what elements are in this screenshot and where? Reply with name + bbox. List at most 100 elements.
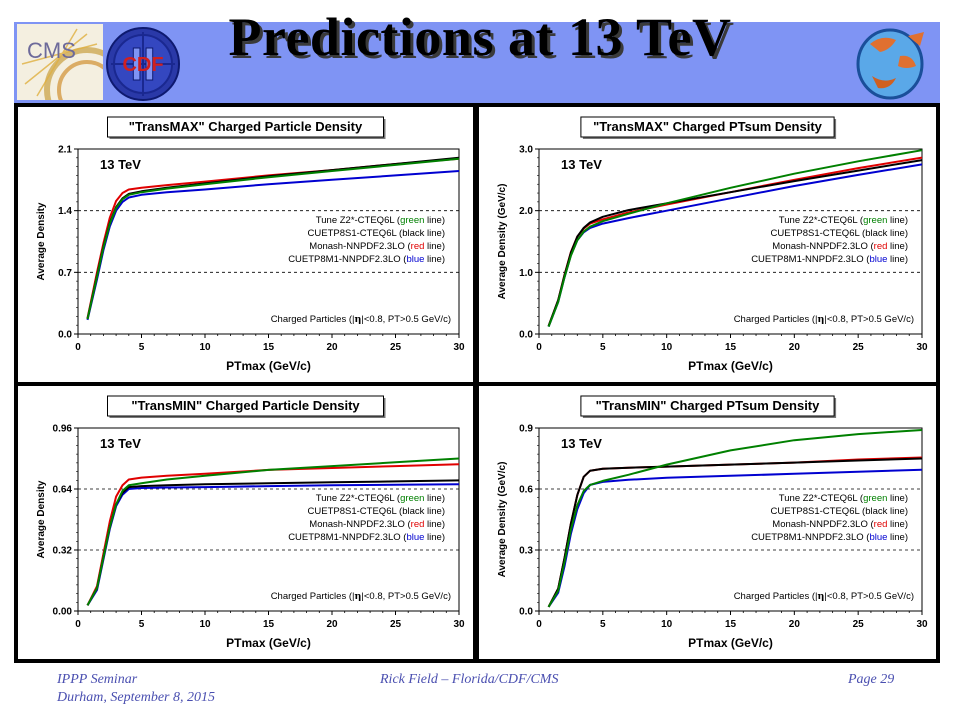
chart3-title: "TransMIN" Charged PTsum Density — [596, 398, 821, 413]
chart0-xtick-label: 15 — [263, 342, 275, 353]
chart3-legend-entry: Monash-NNPDF2.3LO (red line) — [772, 519, 908, 530]
chart-panel-transmin-density: "TransMIN" Charged Particle Density 0 5 10 1… — [18, 386, 473, 659]
chart3-cuts-note: Charged Particles (|η|<0.8, PT>0.5 GeV/c… — [734, 591, 914, 602]
chart3-xtick-label: 25 — [853, 619, 865, 630]
chart1-legend-entry: Tune Z2*-CTEQ6L (green line) — [779, 215, 908, 226]
chart-transmin-ptsum: "TransMIN" Charged PTsum Density 0 5 10 15 20… — [497, 395, 928, 650]
chart1-cuts-pre: Charged Particles (| — [734, 314, 818, 325]
chart3-cuts-eta: η — [817, 591, 824, 602]
chart0-legend-prefix: CUETP8S1-CTEQ6L ( — [308, 228, 404, 239]
chart3-legend-entry: CUETP8M1-NNPDF2.3LO (blue line) — [751, 532, 908, 543]
chart0-legend-entry: CUETP8S1-CTEQ6L (black line) — [308, 228, 445, 239]
chart0-ylabel: Average Density — [36, 202, 47, 280]
chart2-xtick-label: 30 — [453, 619, 465, 630]
chart1-legend-suffix: line) — [887, 254, 908, 265]
chart1-legend-prefix: CUETP8M1-NNPDF2.3LO ( — [751, 254, 870, 265]
chart2-xtick-label: 0 — [75, 619, 81, 630]
chart1-xtick-label: 0 — [536, 342, 542, 353]
chart3-xtick-label: 20 — [789, 619, 801, 630]
chart0-legend-prefix: Tune Z2*-CTEQ6L ( — [316, 215, 401, 226]
chart0-legend-entry: Tune Z2*-CTEQ6L (green line) — [316, 215, 445, 226]
chart2-series-tune-z2-cteq6l — [86, 457, 460, 606]
chart0-xtick-label: 10 — [199, 342, 211, 353]
chart-grid: "TransMAX" Charged Particle Density 0 5 10 1… — [14, 103, 940, 663]
chart1-ytick-label: 3.0 — [519, 145, 533, 156]
cms-logo-text: CMS — [27, 38, 76, 63]
chart2-title-frame — [107, 395, 384, 417]
chart3-xtick-label: 0 — [536, 619, 542, 630]
chart0-legend-color-word: red — [411, 241, 425, 252]
chart3-title-box: "TransMIN" Charged PTsum Density — [580, 395, 837, 418]
chart2-legend-suffix: line) — [424, 506, 445, 517]
chart2-xtick-label: 20 — [326, 619, 338, 630]
chart3-ytick-label: 0.3 — [519, 546, 533, 557]
cdf-numeral: II — [130, 38, 156, 90]
chart2-legend-prefix: CUETP8S1-CTEQ6L ( — [308, 506, 404, 517]
chart2-legend-color-word: black — [402, 506, 424, 517]
florida-logo — [856, 28, 924, 100]
chart2-legend-prefix: Monash-NNPDF2.3LO ( — [309, 519, 411, 530]
chart0-xtick-label: 0 — [75, 342, 81, 353]
chart3-legend-entry: CUETP8S1-CTEQ6L (black line) — [771, 506, 908, 517]
chart-transmin-density: "TransMIN" Charged Particle Density 0 5 10 1… — [36, 395, 465, 650]
chart3-legend-prefix: Monash-NNPDF2.3LO ( — [772, 519, 874, 530]
chart1-xlabel: PTmax (GeV/c) — [688, 359, 773, 373]
chart1-xtick-label: 5 — [600, 342, 606, 353]
chart2-title: "TransMIN" Charged Particle Density — [131, 398, 360, 413]
chart0-xtick-label: 5 — [139, 342, 145, 353]
chart2-xtick-label: 10 — [199, 619, 211, 630]
footer-seminar: IPPP Seminar — [57, 672, 138, 687]
chart3-legend-entry: Tune Z2*-CTEQ6L (green line) — [779, 493, 908, 504]
chart2-ytick-label: 0.32 — [53, 546, 73, 557]
cdf-logo: II CDF — [106, 27, 180, 101]
chart1-ytick-label: 2.0 — [519, 206, 533, 217]
chart0-cuts-pre: Charged Particles (| — [271, 314, 355, 325]
chart3-xtick-label: 30 — [916, 619, 928, 630]
chart0-legend-suffix: line) — [424, 228, 445, 239]
chart1-ylabel: Average Density (GeV/c) — [497, 184, 508, 300]
chart1-series-tune-z2-cteq6l — [547, 149, 923, 327]
chart0-ytick-label: 0.0 — [58, 330, 72, 341]
chart2-xtick-label: 5 — [139, 619, 145, 630]
chart2-cuts-pre: Charged Particles (| — [271, 591, 355, 602]
chart1-legend-color-word: black — [865, 228, 887, 239]
chart2-ytick-label: 0.64 — [53, 485, 73, 496]
chart2-legend-entry: Tune Z2*-CTEQ6L (green line) — [316, 493, 445, 504]
chart1-xtick-label: 25 — [853, 342, 865, 353]
chart2-legend-prefix: Tune Z2*-CTEQ6L ( — [316, 493, 401, 504]
chart0-title-frame — [107, 116, 384, 138]
footer-author: Rick Field – Florida/CDF/CMS — [380, 672, 559, 687]
slide-title: Predictions at 13 TeV — [228, 7, 732, 67]
chart0-legend-entry: CUETP8M1-NNPDF2.3LO (blue line) — [288, 254, 445, 265]
chart3-xtick-label: 15 — [725, 619, 737, 630]
chart3-legend-prefix: CUETP8S1-CTEQ6L ( — [771, 506, 867, 517]
chart1-legend-suffix: line) — [887, 228, 908, 239]
chart3-legend-color-word: black — [865, 506, 887, 517]
chart0-legend-color-word: green — [400, 215, 424, 226]
chart1-legend-color-word: green — [863, 215, 887, 226]
chart3-series-tune-z2-cteq6l — [547, 429, 923, 608]
chart3-ytick-label: 0.6 — [519, 485, 533, 496]
chart3-energy-annotation: 13 TeV — [561, 436, 602, 451]
chart0-legend-suffix: line) — [424, 215, 445, 226]
chart3-legend-suffix: line) — [887, 506, 908, 517]
chart0-legend-color-word: blue — [406, 254, 424, 265]
chart0-ytick-label: 0.7 — [58, 268, 72, 279]
chart2-legend-suffix: line) — [424, 493, 445, 504]
chart2-cuts-post: |<0.8, PT>0.5 GeV/c) — [361, 591, 451, 602]
chart-panel-transmax-ptsum: "TransMAX" Charged PTsum Density 0 5 10 15 20… — [479, 107, 936, 382]
chart3-ytick-label: 0.0 — [519, 607, 533, 618]
chart0-legend-prefix: Monash-NNPDF2.3LO ( — [309, 241, 411, 252]
chart2-xtick-label: 15 — [263, 619, 275, 630]
chart0-ytick-label: 1.4 — [58, 206, 72, 217]
chart1-legend-prefix: CUETP8S1-CTEQ6L ( — [771, 228, 867, 239]
chart2-xlabel: PTmax (GeV/c) — [226, 636, 311, 650]
chart0-ytick-label: 2.1 — [58, 145, 72, 156]
chart-transmax-ptsum: "TransMAX" Charged PTsum Density 0 5 10 15 20… — [497, 116, 928, 373]
chart1-cuts-post: |<0.8, PT>0.5 GeV/c) — [824, 314, 914, 325]
chart0-title-box: "TransMAX" Charged Particle Density — [107, 116, 386, 139]
chart1-xtick-label: 20 — [789, 342, 801, 353]
chart0-legend-suffix: line) — [424, 241, 445, 252]
chart1-title-frame — [580, 116, 835, 138]
chart0-cuts-post: |<0.8, PT>0.5 GeV/c) — [361, 314, 451, 325]
